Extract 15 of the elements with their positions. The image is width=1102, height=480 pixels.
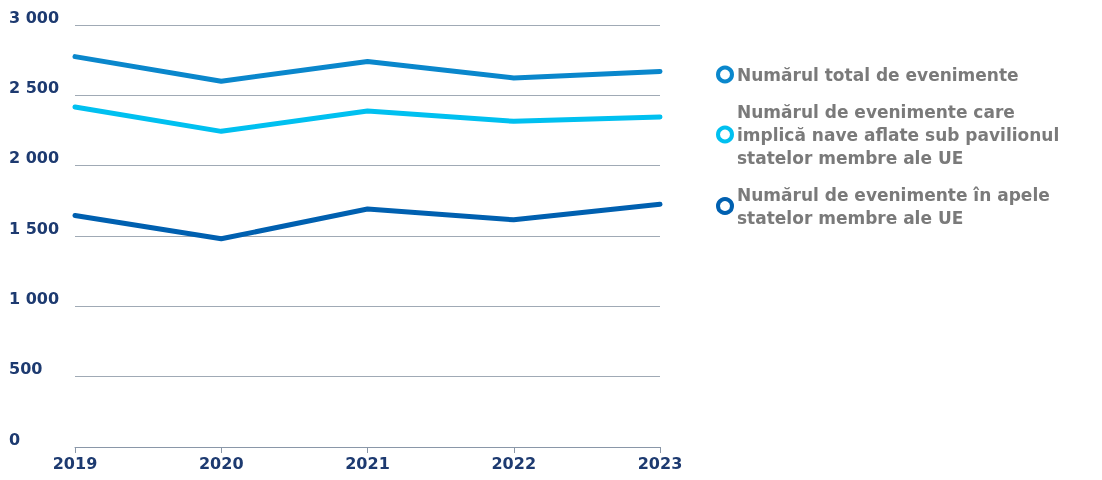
legend-label: Numărul total de evenimente: [737, 64, 1019, 85]
legend-label: Numărul de evenimente în apele statelor membre ale UE: [737, 184, 1056, 228]
y-tick-label: 1 000: [9, 288, 60, 308]
y-tick-label: 0: [9, 429, 21, 449]
x-tick-label: 2019: [52, 453, 98, 473]
y-tick-label: 3 000: [9, 7, 60, 27]
legend-label: Numărul de evenimente care implică nave aflate sub pavilionul statelor membre ale UE: [737, 101, 1066, 168]
y-tick-label: 2 500: [9, 77, 60, 97]
y-tick-label: 2 000: [9, 148, 60, 168]
x-tick-label: 2022: [491, 453, 537, 473]
y-tick-label: 1 500: [9, 218, 60, 238]
x-tick-label: 2020: [198, 453, 244, 473]
y-tick-label: 500: [9, 359, 43, 379]
x-tick-label: 2023: [637, 453, 683, 473]
x-tick-label: 2021: [345, 453, 390, 473]
